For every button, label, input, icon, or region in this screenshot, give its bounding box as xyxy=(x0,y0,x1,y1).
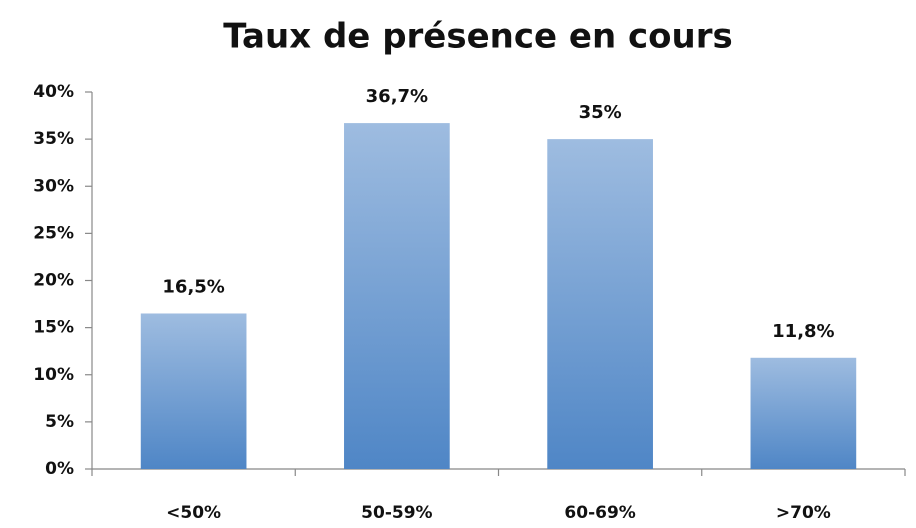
bar xyxy=(750,357,857,469)
data-label: 16,5% xyxy=(162,276,224,297)
x-tick-label: 50-59% xyxy=(361,503,432,523)
bar xyxy=(547,139,653,469)
y-tick-label: 35% xyxy=(33,129,74,149)
bar xyxy=(344,123,450,469)
x-tick-label: 60-69% xyxy=(564,503,635,523)
bar xyxy=(140,313,247,469)
chart-title: Taux de présence en cours xyxy=(223,17,733,57)
y-tick-label: 30% xyxy=(33,176,74,196)
y-tick-label: 15% xyxy=(33,318,74,338)
y-tick-label: 5% xyxy=(45,412,74,432)
y-tick-label: 20% xyxy=(33,271,74,291)
data-label: 35% xyxy=(579,102,622,123)
x-tick-label: <50% xyxy=(166,503,221,523)
data-label: 36,7% xyxy=(366,86,428,107)
x-tick-label: >70% xyxy=(776,503,831,523)
y-tick-label: 25% xyxy=(33,223,74,243)
y-tick-label: 10% xyxy=(33,365,74,385)
y-tick-label: 40% xyxy=(33,82,74,102)
y-tick-label: 0% xyxy=(45,459,74,479)
data-label: 11,8% xyxy=(772,321,834,342)
